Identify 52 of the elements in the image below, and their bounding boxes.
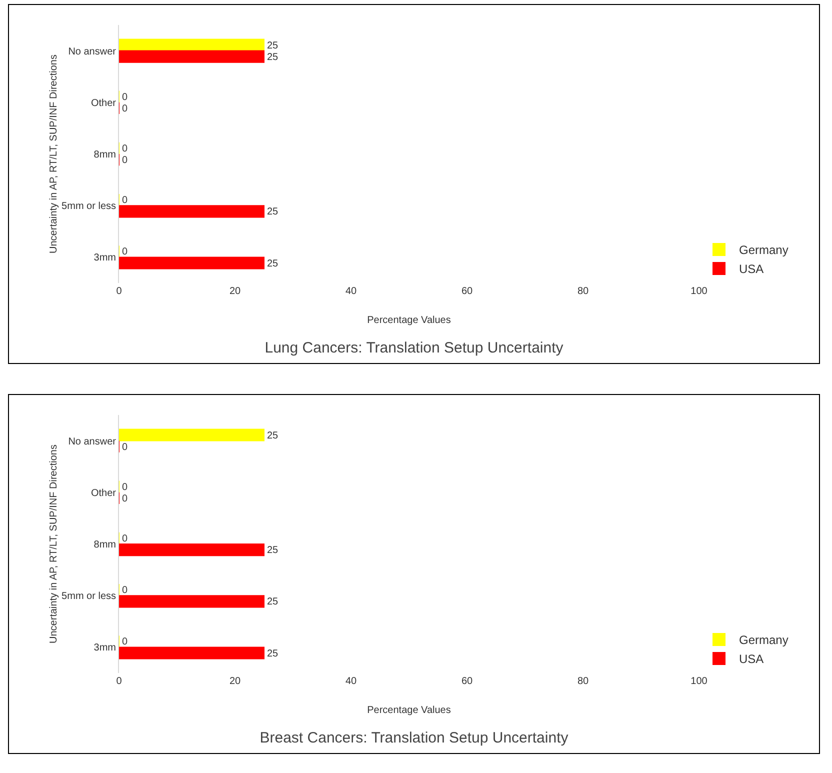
y-tick-label: 3mm — [94, 642, 116, 654]
y-tick-label: 8mm — [94, 150, 116, 160]
text: Lung Cancers: Translation Setup Uncertainty — [264, 339, 564, 356]
x-tick-label: 60 — [461, 286, 473, 297]
y-tick-label: No answer — [68, 46, 117, 58]
data-label: 25 — [267, 545, 279, 556]
x-tick-label: 20 — [229, 286, 241, 297]
y-tick-label: 5mm or less — [62, 591, 116, 602]
data-label: 0 — [122, 144, 128, 155]
x-tick-label: 40 — [345, 676, 357, 687]
data-label: 0 — [122, 246, 128, 258]
x-tick-label: 0 — [116, 676, 122, 687]
y-tick-label: 3mm — [94, 252, 116, 264]
y-axis-title: Uncertainty in AP, RT/LT, SUP/INF Directions — [48, 54, 60, 254]
x-tick-label: 40 — [345, 286, 357, 297]
data-label: 25 — [267, 430, 279, 442]
x-axis-title: Percentage Values — [367, 315, 451, 326]
y-tick-label: Other — [90, 98, 117, 109]
legend-label: USA — [739, 652, 764, 666]
y-tick-label: 8mm — [94, 540, 116, 550]
data-label: 0 — [122, 155, 128, 166]
x-axis-title: Percentage Values — [367, 705, 451, 716]
data-label: 0 — [122, 195, 128, 206]
data-label: 25 — [267, 596, 279, 608]
data-label: 25 — [267, 40, 279, 52]
x-tick-label: 0 — [116, 286, 122, 297]
x-tick-label: 100 — [690, 286, 708, 297]
x-tick-label: 60 — [461, 676, 473, 687]
y-tick-label: Other — [90, 488, 117, 499]
data-label: 0 — [122, 636, 128, 648]
data-label: 25 — [267, 52, 279, 63]
x-tick-label: 80 — [577, 286, 589, 297]
data-label: 25 — [267, 206, 279, 218]
y-tick-label: No answer — [68, 436, 117, 448]
data-label: 0 — [122, 104, 128, 115]
text: Breast Cancers: Translation Setup Uncertainty — [260, 729, 569, 746]
legend-label: USA — [739, 262, 764, 276]
data-label: 25 — [267, 648, 279, 660]
y-tick-label: 5mm or less — [62, 201, 116, 212]
legend-label: Germany — [739, 633, 788, 648]
x-tick-label: 20 — [229, 676, 241, 687]
x-tick-label: 100 — [690, 676, 708, 687]
data-label: 25 — [267, 258, 279, 270]
data-label: 0 — [122, 585, 128, 596]
legend-label: Germany — [739, 243, 788, 258]
data-label: 0 — [122, 534, 128, 545]
data-label: 0 — [122, 442, 128, 453]
x-tick-label: 80 — [577, 676, 589, 687]
data-label: 0 — [122, 482, 128, 493]
y-axis-title: Uncertainty in AP, RT/LT, SUP/INF Directions — [48, 444, 60, 644]
data-label: 0 — [122, 494, 128, 505]
data-label: 0 — [122, 92, 128, 103]
